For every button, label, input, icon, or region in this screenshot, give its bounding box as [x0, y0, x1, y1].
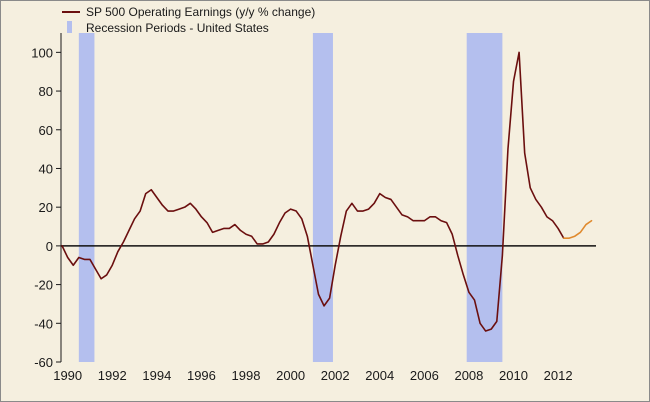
earnings-line	[61, 51, 565, 332]
y-tick-label: 100	[31, 45, 53, 60]
recession-bands	[78, 33, 503, 362]
recession-band-3	[466, 33, 503, 362]
series-layer	[61, 51, 593, 332]
earnings-estimate-line	[562, 219, 593, 239]
legend: SP 500 Operating Earnings (y/y % change)…	[62, 5, 315, 35]
x-tick-label: 1990	[53, 368, 82, 383]
x-tick-label: 1996	[187, 368, 216, 383]
legend-label-recession: Recession Periods - United States	[86, 21, 269, 35]
legend-bar-swatch	[67, 21, 72, 33]
legend-label-earnings: SP 500 Operating Earnings (y/y % change)	[86, 5, 315, 19]
y-tick-label: -20	[34, 278, 53, 293]
x-tick-label: 2002	[321, 368, 350, 383]
x-tick-label: 1994	[142, 368, 171, 383]
y-tick-label: 0	[46, 239, 53, 254]
y-tick-label: 80	[39, 84, 53, 99]
x-tick-label: 2010	[499, 368, 528, 383]
recession-band-2	[312, 33, 333, 362]
y-axis-ticks: -60 -40 -20 0 20 40 60 80 100	[31, 45, 61, 370]
y-tick-label: 20	[39, 200, 53, 215]
y-tick-label: 40	[39, 161, 53, 176]
y-tick-label: -40	[34, 316, 53, 331]
recession-band-1	[78, 33, 95, 362]
x-tick-label: 2004	[365, 368, 394, 383]
x-tick-label: 1992	[98, 368, 127, 383]
x-tick-label: 2006	[410, 368, 439, 383]
y-tick-label: -60	[34, 355, 53, 370]
x-tick-label: 2008	[454, 368, 483, 383]
y-tick-label: 60	[39, 123, 53, 138]
x-tick-label: 1998	[232, 368, 261, 383]
x-tick-label: 2012	[544, 368, 573, 383]
x-tick-label: 2000	[276, 368, 305, 383]
x-axis-ticks: 1990 1992 1994 1996 1998 2000 2002 2004 2006 2008…	[53, 368, 572, 383]
